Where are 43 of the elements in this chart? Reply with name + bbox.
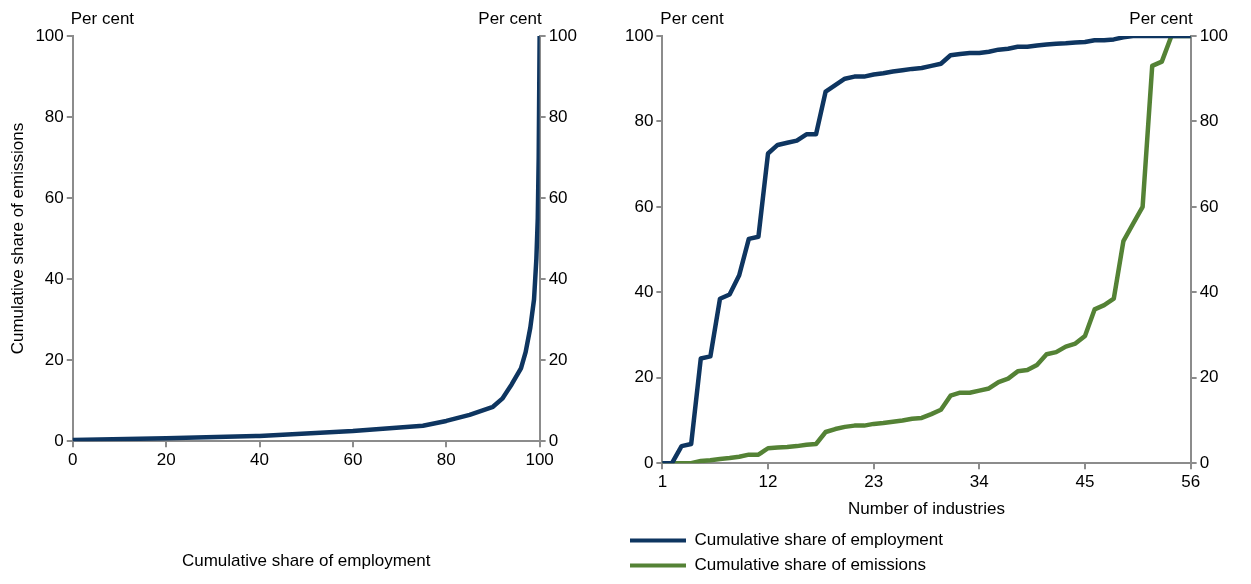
- x-tick-label: 60: [343, 450, 363, 470]
- x-tick-label: 12: [758, 472, 778, 492]
- legend-label: Cumulative share of employment: [694, 530, 944, 550]
- x-tick-label: 1: [657, 472, 668, 492]
- text: Per cent: [1129, 9, 1193, 29]
- text: Per cent: [70, 9, 135, 29]
- y-tick-label: 60: [634, 196, 654, 216]
- x-axis-title: Number of industries: [848, 499, 1005, 519]
- legend-label: Cumulative share of emissions: [694, 555, 926, 575]
- y-tick-label: 20: [634, 367, 654, 387]
- x-tick-label: 0: [68, 450, 78, 470]
- y2-tick-label: 100: [1199, 25, 1229, 45]
- x-tick-label: 45: [1075, 472, 1095, 492]
- y-tick-label: 40: [44, 268, 64, 288]
- y2-tick-label: 60: [1199, 196, 1219, 216]
- y2-tick-label: 20: [1199, 367, 1219, 387]
- y-tick-label: 60: [44, 187, 64, 207]
- y-tick-label: 100: [35, 25, 64, 45]
- y2-tick-label: 40: [548, 268, 568, 288]
- text: Per cent: [660, 9, 724, 29]
- x-tick-label: 20: [156, 450, 176, 470]
- y2-tick-label: 20: [548, 349, 568, 369]
- y-tick-label: 0: [54, 430, 64, 450]
- y-tick-label: 80: [634, 111, 654, 131]
- text: Per cent: [478, 9, 542, 29]
- y2-tick-label: 40: [1199, 282, 1219, 302]
- x-tick-label: 80: [436, 450, 456, 470]
- x-tick-label: 100: [525, 450, 554, 470]
- y2-tick-label: 60: [548, 187, 568, 207]
- y2-tick-label: 0: [548, 430, 559, 450]
- y-axis-title: Cumulative share of emissions: [7, 122, 27, 355]
- x-axis-title: Cumulative share of employment: [181, 551, 431, 571]
- x-tick-label: 40: [250, 450, 269, 470]
- y-tick-label: 40: [634, 282, 654, 302]
- y-tick-label: 20: [44, 349, 64, 369]
- y2-tick-label: 100: [548, 25, 578, 45]
- y-tick-label: 80: [44, 106, 64, 126]
- x-tick-label: 23: [864, 472, 884, 492]
- y-tick-label: 100: [624, 25, 654, 45]
- y2-tick-label: 80: [1199, 111, 1219, 131]
- x-tick-label: 56: [1181, 472, 1201, 492]
- y2-tick-label: 80: [548, 106, 568, 126]
- x-tick-label: 34: [969, 472, 989, 492]
